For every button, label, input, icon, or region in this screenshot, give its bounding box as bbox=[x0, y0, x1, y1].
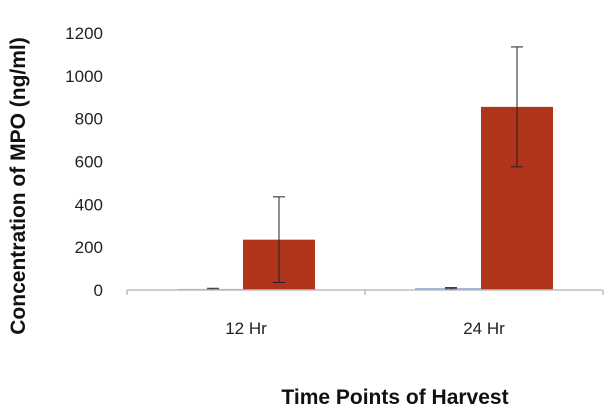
y-tick-label: 600 bbox=[75, 153, 103, 172]
x-tick-label: 12 Hr bbox=[225, 319, 267, 338]
bars bbox=[177, 106, 553, 291]
y-tick-label: 200 bbox=[75, 238, 103, 257]
y-axis-title: Concentration of MPO (ng/ml) bbox=[7, 37, 30, 334]
x-axis-ticks: 12 Hr 24 Hr bbox=[126, 290, 604, 338]
y-tick-label: 400 bbox=[75, 195, 103, 214]
y-tick-label: 1200 bbox=[65, 24, 103, 43]
x-tick-label: 24 Hr bbox=[463, 319, 505, 338]
error-bars bbox=[207, 46, 523, 291]
y-tick-label: 0 bbox=[94, 281, 103, 300]
y-tick-label: 800 bbox=[75, 110, 103, 129]
y-tick-label: 1000 bbox=[65, 67, 103, 86]
y-axis-ticks: 0 200 400 600 800 1000 1200 bbox=[65, 24, 103, 300]
x-axis-title: Time Points of Harvest bbox=[281, 386, 508, 409]
